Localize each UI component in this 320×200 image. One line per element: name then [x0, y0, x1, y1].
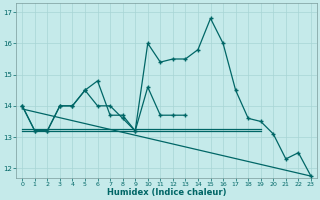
X-axis label: Humidex (Indice chaleur): Humidex (Indice chaleur) — [107, 188, 226, 197]
